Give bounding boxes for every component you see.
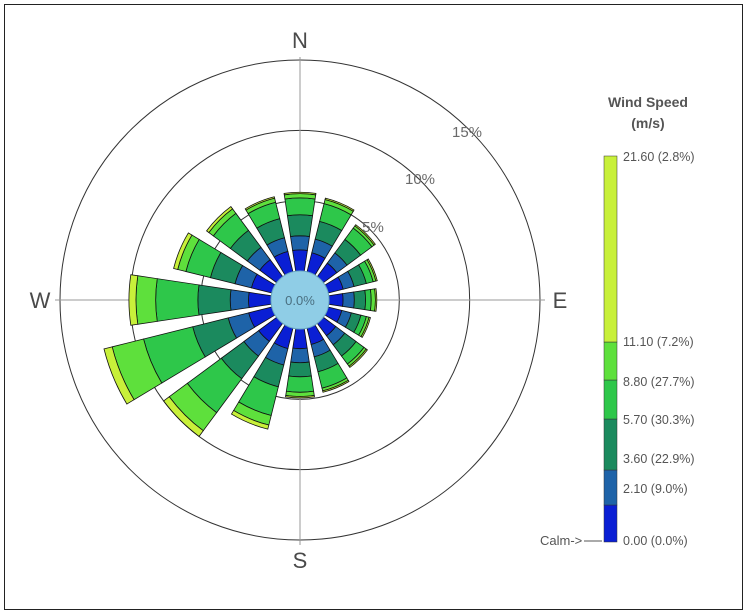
legend-label: 8.80 (27.7%) — [623, 375, 695, 389]
petal-n-bin-3 — [284, 197, 316, 217]
legend-unit: (m/s) — [631, 115, 664, 131]
petal-nnw-bin-5 — [244, 196, 276, 211]
legend-label: 11.10 (7.2%) — [623, 335, 694, 349]
petal-nne-bin-5 — [324, 197, 355, 212]
petal-s-bin-3 — [285, 375, 315, 393]
petal-e-bin-3 — [364, 289, 372, 311]
petal-n-bin-0 — [292, 249, 308, 272]
petal-sse-bin-5 — [322, 379, 350, 393]
petal-w-bin-2 — [197, 284, 232, 316]
petal-w-bin-1 — [229, 289, 250, 311]
compass-south-label: S — [293, 548, 308, 573]
ring-label-15: 15% — [452, 124, 482, 141]
compass-east-label: E — [553, 288, 568, 313]
petal-n-bin-5 — [283, 191, 317, 196]
ring-label-10: 10% — [405, 171, 435, 188]
legend-bar-segment — [603, 418, 618, 471]
petal-n-bin-2 — [286, 214, 314, 237]
petal-ene-bin-5 — [366, 258, 378, 282]
legend-bar-segment — [603, 379, 618, 420]
legend-bar-segment — [603, 155, 618, 343]
legend-bar-segment — [603, 504, 618, 543]
petal-wsw-bin-5 — [103, 346, 135, 405]
petal-s-bin-0 — [292, 328, 308, 350]
petal-ne-bin-5 — [354, 224, 376, 246]
petal-wnw-bin-5 — [173, 232, 193, 270]
legend-bar-segment — [603, 469, 618, 506]
petal-ese-bin-5 — [360, 316, 371, 338]
petal-w-bin-3 — [155, 278, 200, 322]
petal-n-bin-1 — [290, 235, 310, 251]
petal-nw-bin-5 — [206, 206, 234, 234]
calm-percent-label: 0.0% — [285, 293, 315, 308]
petal-e-bin-2 — [353, 289, 366, 311]
petal-se-bin-5 — [348, 348, 368, 368]
petal-w-bin-0 — [248, 291, 272, 309]
petal-ssw-bin-5 — [230, 409, 270, 430]
calm-circle-group: 0.0% — [270, 270, 330, 330]
petal-s-bin-5 — [285, 395, 315, 399]
petal-e-bin-0 — [328, 293, 344, 307]
legend-calm-label: Calm-> — [540, 533, 582, 548]
petal-s-bin-1 — [290, 347, 310, 364]
legend-label: 21.60 (2.8%) — [623, 150, 695, 164]
compass-north-label: N — [292, 28, 308, 53]
legend-label: 5.70 (30.3%) — [623, 413, 695, 427]
compass-west-label: W — [30, 288, 51, 313]
petal-s-bin-2 — [288, 361, 312, 378]
legend-label: 3.60 (22.9%) — [623, 452, 695, 466]
wind-petals — [103, 191, 378, 437]
legend-title: Wind Speed — [608, 94, 688, 110]
calm-circle — [270, 270, 330, 330]
petal-e-bin-5 — [374, 288, 378, 312]
petal-w-bin-5 — [128, 274, 139, 326]
legend-labels: 21.60 (2.8%) 11.10 (7.2%) 8.80 (27.7%) 5.70… — [584, 150, 695, 548]
legend-label: 0.00 (0.0%) — [623, 534, 688, 548]
petal-e-bin-1 — [342, 291, 355, 309]
petal-w-bin-4 — [135, 275, 158, 325]
legend-color-bar — [603, 155, 618, 543]
ring-label-5: 5% — [362, 219, 384, 236]
petal-sw-bin-5 — [163, 396, 204, 437]
legend-bar-segment — [603, 341, 618, 381]
legend-label: 2.10 (9.0%) — [623, 482, 688, 496]
